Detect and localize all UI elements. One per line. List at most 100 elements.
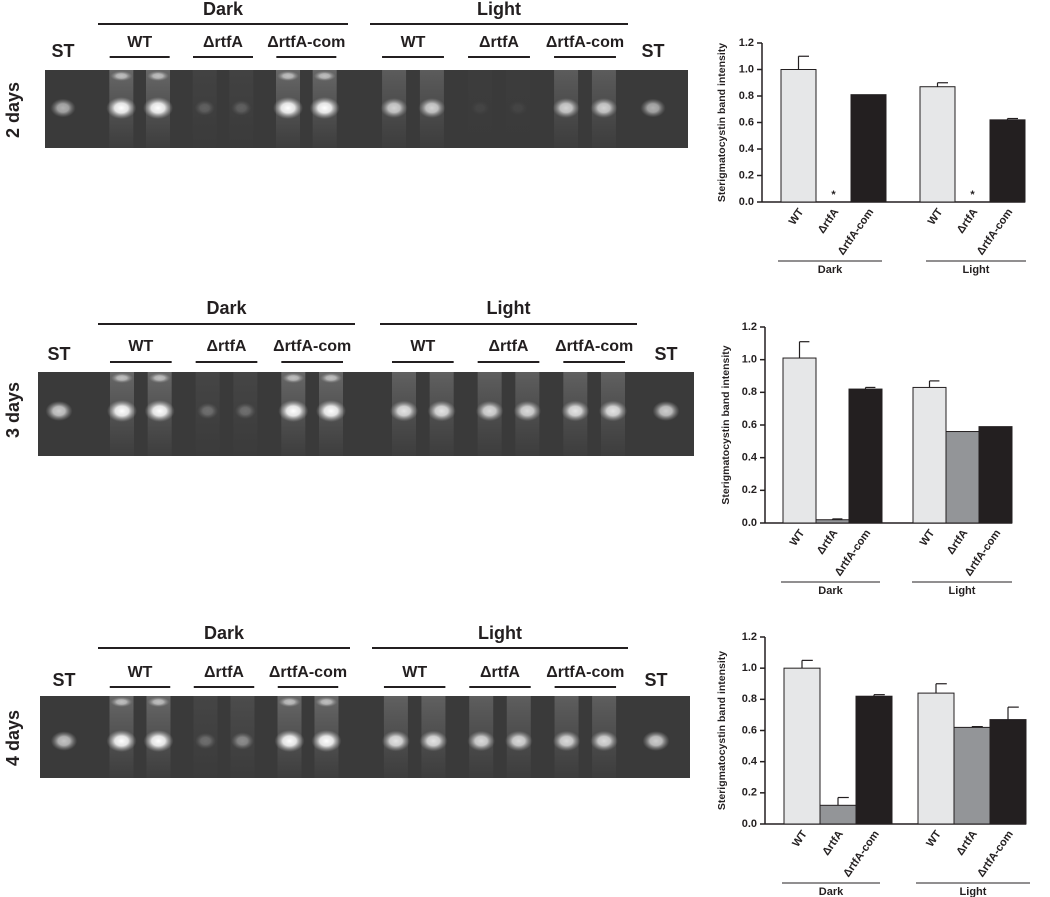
strain-label: WT — [410, 338, 435, 355]
group-label: Light — [963, 264, 990, 276]
y-tick-label: 0.4 — [742, 452, 758, 464]
strain-label: ΔrtfA — [489, 338, 529, 355]
group-label: Dark — [819, 886, 844, 897]
strain-label: ΔrtfA-com — [546, 664, 624, 681]
gel-spot — [273, 97, 303, 119]
y-tick-label: 0.0 — [742, 818, 757, 830]
y-axis-title: Sterigmatocystin band intensity — [716, 651, 728, 810]
bar — [912, 386, 947, 524]
y-tick-label: 0.6 — [739, 116, 754, 128]
y-tick-label: 0.6 — [742, 419, 757, 431]
gel-spot — [504, 730, 533, 752]
bar — [848, 388, 883, 524]
gel-spot — [106, 730, 137, 752]
y-tick-label: 0.6 — [742, 724, 757, 736]
x-tick-label: WT — [788, 527, 808, 548]
condition-label: Light — [487, 298, 531, 318]
x-tick-label: WT — [787, 206, 807, 227]
y-tick-label: 1.0 — [742, 354, 757, 366]
x-tick-label: WT — [918, 527, 938, 548]
strain-label: ΔrtfA — [207, 338, 247, 355]
gel-spot — [143, 730, 174, 752]
condition-label: Dark — [204, 623, 245, 643]
bar — [945, 431, 980, 524]
strain-label: ΔrtfA — [480, 664, 520, 681]
y-tick-label: 0.2 — [742, 787, 757, 799]
strain-label: WT — [127, 34, 152, 51]
bar — [989, 719, 1027, 825]
bar — [815, 519, 850, 524]
x-tick-label: ΔrtfA — [816, 206, 842, 235]
standard-label: ST — [641, 41, 664, 61]
x-tick-label: WT — [926, 206, 946, 227]
y-tick-label: 0.2 — [742, 484, 757, 496]
bar — [780, 69, 817, 203]
group-label: Light — [949, 585, 976, 597]
gel-spot — [470, 100, 490, 116]
gel-spot — [50, 98, 76, 118]
gel-spot — [144, 400, 175, 422]
gel-spot — [195, 733, 217, 749]
standard-label: ST — [51, 41, 74, 61]
gel-spot — [45, 401, 73, 421]
gel-spot — [475, 400, 504, 422]
gel-spot — [106, 400, 137, 422]
bar — [782, 357, 817, 524]
gel-spot — [513, 400, 542, 422]
gel-spot — [274, 730, 305, 752]
gel-spot-upper — [147, 697, 170, 707]
x-tick-label: WT — [790, 828, 810, 849]
bar — [953, 726, 991, 825]
strain-label: WT — [128, 338, 153, 355]
y-tick-label: 0.8 — [739, 90, 754, 102]
x-tick-label: ΔrtfA-com — [836, 206, 877, 257]
strain-label: ΔrtfA-com — [546, 34, 624, 51]
gel-spot — [642, 731, 670, 751]
x-tick-label: ΔrtfA-com — [841, 828, 882, 879]
strain-label: ΔrtfA-com — [273, 338, 351, 355]
x-tick-label: ΔrtfA — [955, 206, 981, 235]
y-tick-label: 1.2 — [739, 37, 754, 49]
bar — [783, 667, 821, 825]
y-tick-label: 0.8 — [742, 693, 757, 705]
gel-spot-upper — [110, 71, 133, 81]
standard-label: ST — [52, 670, 75, 690]
bar — [919, 86, 956, 203]
gel-spot-upper — [277, 71, 299, 81]
gel-spot — [106, 97, 137, 119]
y-tick-label: 0.2 — [739, 169, 754, 181]
bar — [989, 119, 1026, 203]
gel-spot-upper — [315, 697, 338, 707]
annotation: * — [831, 189, 836, 201]
condition-label: Light — [477, 0, 521, 19]
y-tick-label: 1.2 — [742, 321, 757, 333]
group-label: Dark — [818, 585, 843, 597]
gel-spot — [552, 730, 581, 752]
condition-label: Dark — [206, 298, 247, 318]
bar — [850, 94, 887, 203]
strain-label: WT — [402, 664, 427, 681]
gel-spot — [278, 400, 309, 422]
y-tick-label: 0.0 — [742, 517, 757, 529]
days-label: 2 days — [3, 82, 23, 138]
strain-label: WT — [401, 34, 426, 51]
group-label: Dark — [818, 264, 843, 276]
gel-spot — [561, 400, 590, 422]
days-label: 4 days — [3, 710, 23, 766]
gel-spot-upper — [313, 71, 336, 81]
gel-spot — [311, 730, 342, 752]
gel-spot — [427, 400, 456, 422]
gel-spot — [552, 98, 580, 118]
gel-spot — [380, 98, 408, 118]
gel-spot-upper — [148, 373, 171, 383]
gel-spot-upper — [320, 373, 343, 383]
condition-label: Light — [478, 623, 522, 643]
gel-spot — [231, 100, 252, 116]
gel-spot — [197, 403, 219, 419]
standard-label: ST — [47, 344, 70, 364]
gel-spot — [143, 97, 173, 119]
strain-label: ΔrtfA — [479, 34, 519, 51]
gel-spot-upper — [282, 373, 305, 383]
y-tick-label: 1.2 — [742, 631, 757, 643]
